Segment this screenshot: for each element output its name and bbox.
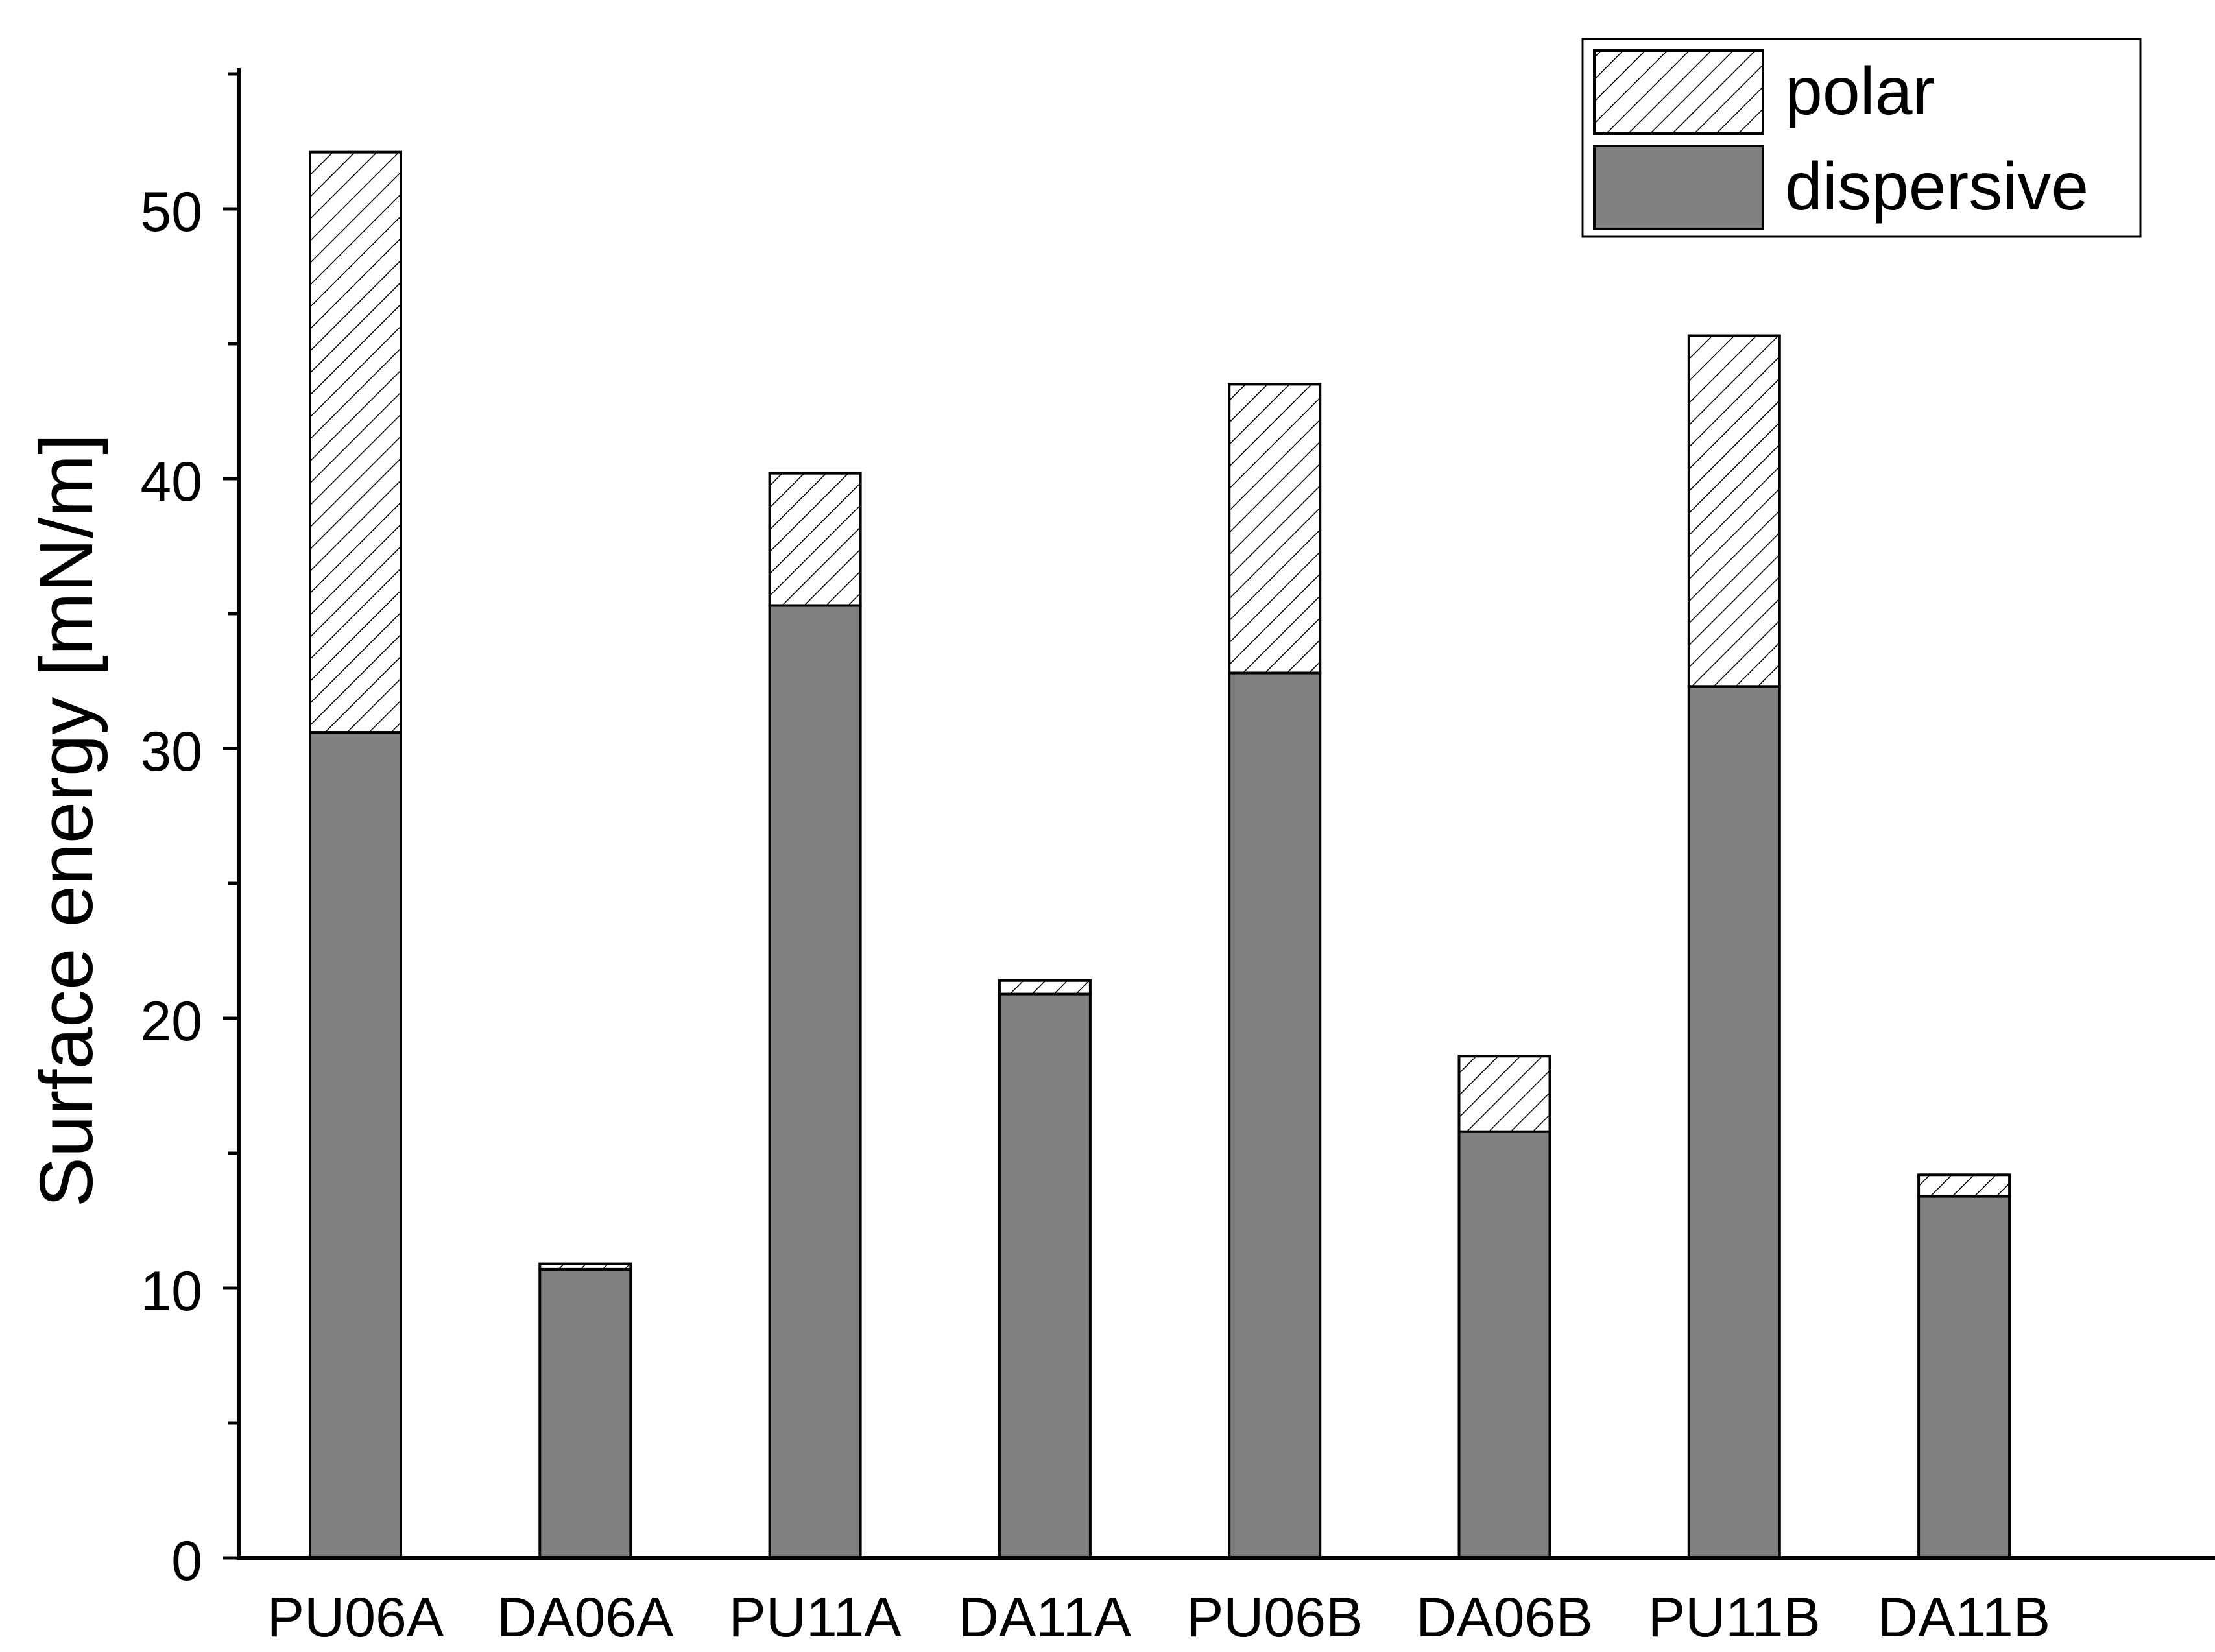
legend-label-polar: polar xyxy=(1785,54,1935,129)
x-axis-tick-labels: PU06A DA06A PU11A DA11A PU06B DA06B PU11B DA11B xyxy=(267,1586,2050,1649)
chart-legend: polar dispersive xyxy=(1581,38,2142,238)
legend-swatch-dispersive xyxy=(1593,145,1764,230)
y-tick-label: 0 xyxy=(171,1530,202,1592)
bar-dispersive-da11a xyxy=(998,992,1092,1560)
bar-dispersive-da06a xyxy=(538,1267,632,1559)
legend-label-dispersive: dispersive xyxy=(1785,149,2089,224)
y-tick-label: 20 xyxy=(140,990,202,1053)
bar-polar-pu06a xyxy=(309,150,402,734)
y-tick-label: 10 xyxy=(140,1260,202,1323)
bar-polar-pu11b xyxy=(1687,334,1781,688)
x-tick-label-pu06a: PU06A xyxy=(267,1586,444,1649)
bar-dispersive-pu06a xyxy=(309,731,402,1559)
y-tick-label: 30 xyxy=(140,721,202,783)
x-tick-label-da06a: DA06A xyxy=(497,1586,674,1649)
bar-dispersive-pu11b xyxy=(1687,685,1781,1559)
bar-dispersive-pu06b xyxy=(1228,671,1322,1559)
x-tick-label-pu06b: PU06B xyxy=(1186,1586,1363,1649)
x-tick-label-da11a: DA11A xyxy=(959,1586,1132,1649)
x-tick-label-da06b: DA06B xyxy=(1416,1586,1593,1649)
bar-polar-pu06b xyxy=(1228,383,1322,675)
bar-dispersive-da11b xyxy=(1917,1195,2011,1560)
x-tick-label-pu11b: PU11B xyxy=(1648,1586,1821,1649)
bar-polar-da06a xyxy=(538,1262,632,1271)
legend-swatch-polar xyxy=(1593,49,1764,135)
x-tick-label-da11b: DA11B xyxy=(1878,1586,2050,1649)
y-axis-label: Surface energy [mN/m] xyxy=(24,434,108,1208)
bar-dispersive-da06b xyxy=(1457,1130,1551,1559)
bar-polar-da11a xyxy=(998,979,1092,996)
x-tick-label-pu11a: PU11A xyxy=(729,1586,902,1649)
y-tick-label: 50 xyxy=(140,181,202,243)
y-axis-ticks: 0 10 20 30 40 50 xyxy=(140,72,239,1592)
bar-polar-da06b xyxy=(1457,1055,1551,1133)
bars-layer xyxy=(309,150,2011,1560)
bar-polar-pu11a xyxy=(768,472,862,607)
bar-dispersive-pu11a xyxy=(768,604,862,1559)
bar-polar-da11b xyxy=(1917,1173,2011,1198)
y-tick-label: 40 xyxy=(140,451,202,513)
